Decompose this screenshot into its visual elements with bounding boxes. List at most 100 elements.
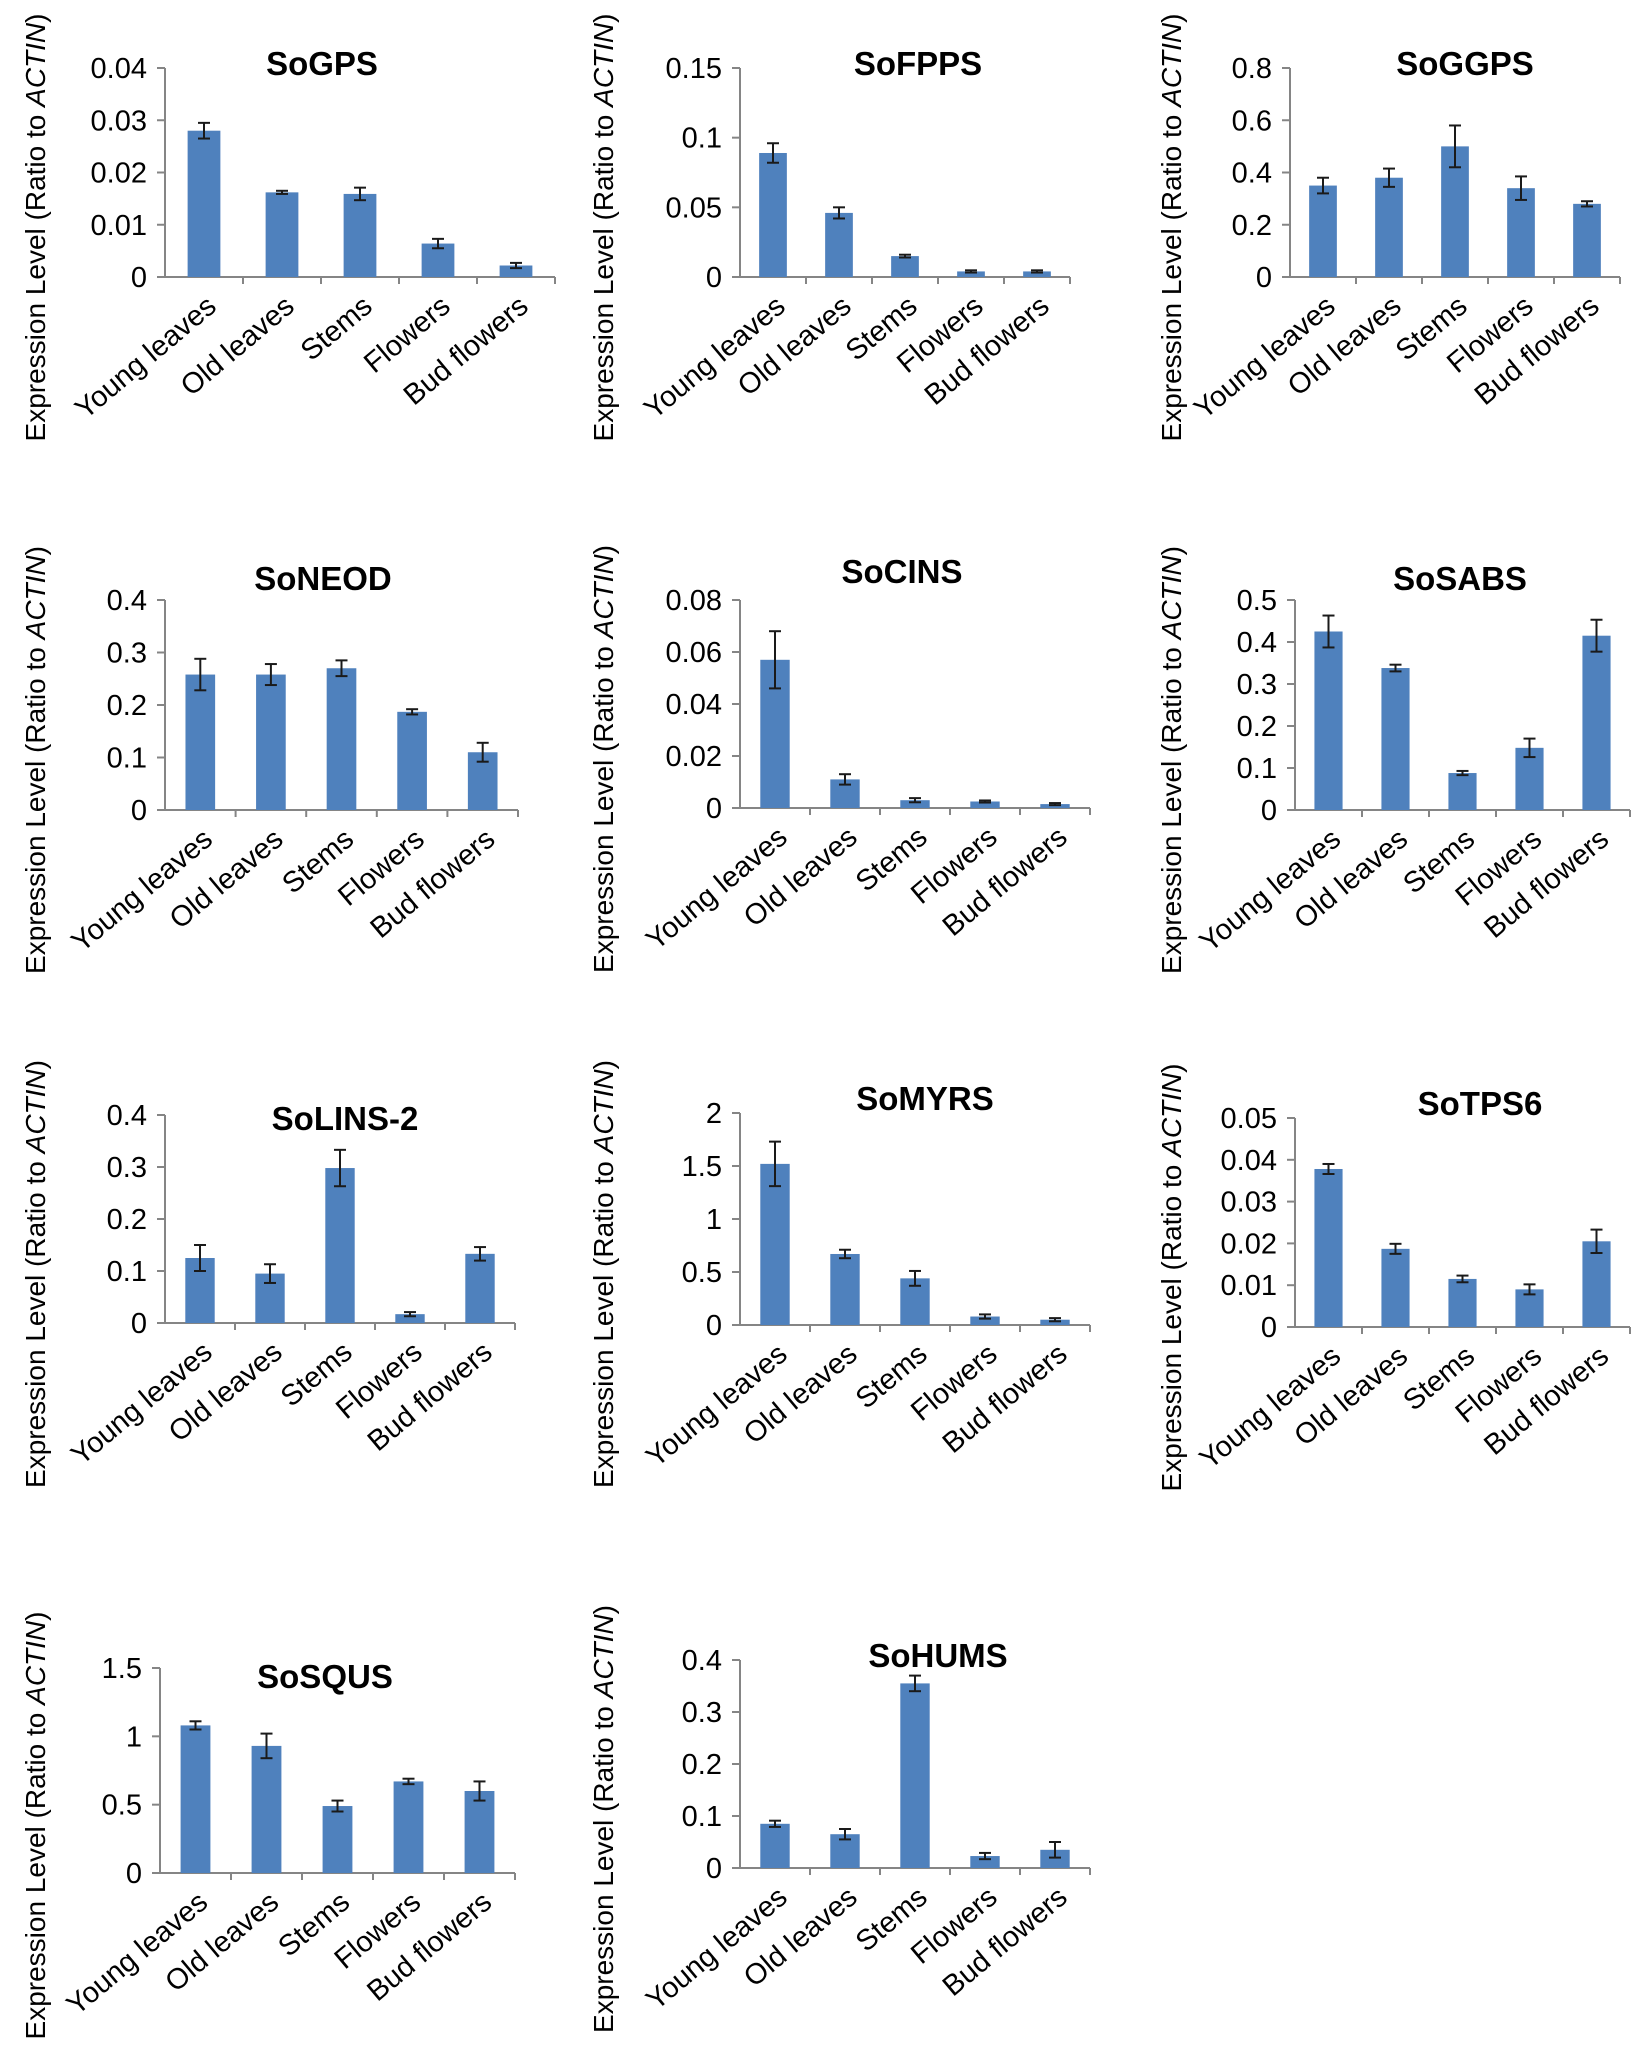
- bar-bud-flowers: [1023, 271, 1051, 277]
- y-axis-label: Expression Level (Ratio to ACTIN): [1156, 1064, 1187, 1492]
- chart-panel-soggps: SoGGPS Expression Level (Ratio to ACTIN) 0…: [1156, 14, 1621, 442]
- y-tick-label: 0.3: [1237, 669, 1277, 701]
- y-tick-label: 0: [126, 1858, 142, 1890]
- chart-panel-sosqus: SoSQUS Expression Level (Ratio to ACTIN) 0…: [20, 1612, 516, 2039]
- bar-young-leaves: [760, 1163, 790, 1325]
- bar-bud-flowers: [464, 1791, 495, 1873]
- y-tick-label: 0.4: [107, 1100, 147, 1132]
- bar-stems: [891, 256, 919, 277]
- y-tick-label: 0: [131, 795, 147, 827]
- y-axis-label-prefix: Expression Level (Ratio to: [588, 638, 619, 973]
- y-tick-label: 0.01: [1221, 1270, 1277, 1302]
- y-tick-label: 0.05: [666, 192, 722, 224]
- y-axis-label: Expression Level (Ratio to ACTIN): [1156, 14, 1187, 442]
- bar-stems: [900, 800, 930, 808]
- y-tick-label: 0.04: [1221, 1145, 1277, 1177]
- y-tick-label: 0.01: [91, 210, 147, 242]
- chart-title: SoCINS: [841, 553, 962, 590]
- y-axis-label-gene: ACTIN: [588, 1069, 619, 1156]
- bar-old-leaves: [1381, 668, 1410, 810]
- chart-panel-sohums: SoHUMS Expression Level (Ratio to ACTIN) 0…: [588, 1605, 1091, 2033]
- bar-stems: [343, 193, 377, 277]
- y-tick-label: 0: [706, 1310, 722, 1342]
- y-axis-label-prefix: Expression Level (Ratio to: [1156, 1157, 1187, 1492]
- chart-title: SoHUMS: [868, 1637, 1007, 1674]
- y-tick-label: 0.2: [1237, 711, 1277, 743]
- chart-panel-sotps6: SoTPS6 Expression Level (Ratio to ACTIN) 0…: [1156, 1064, 1631, 1492]
- y-axis-label-gene: ACTIN: [588, 22, 619, 109]
- bar-young-leaves: [180, 1725, 211, 1873]
- y-tick-label: 1: [706, 1204, 722, 1236]
- y-axis-label-gene: ACTIN: [20, 22, 51, 109]
- chart-panel-solins-2: SoLINS-2 Expression Level (Ratio to ACTIN…: [20, 1060, 516, 1488]
- chart-title: SoMYRS: [856, 1080, 994, 1117]
- y-axis-label-gene: ACTIN: [20, 1069, 51, 1156]
- y-tick-label: 0: [1261, 1312, 1277, 1344]
- bar-old-leaves: [830, 1253, 860, 1325]
- bar-bud-flowers: [1040, 1319, 1070, 1325]
- y-tick-label: 0.1: [107, 743, 147, 775]
- y-tick-label: 0.03: [91, 105, 147, 137]
- y-tick-label: 0.3: [107, 1152, 147, 1184]
- bar-old-leaves: [1381, 1248, 1410, 1327]
- y-tick-label: 0: [131, 262, 147, 294]
- y-axis-label: Expression Level (Ratio to ACTIN): [588, 1060, 619, 1488]
- y-axis-label-suffix: ): [20, 1060, 51, 1069]
- bar-stems: [1448, 1278, 1477, 1327]
- y-axis-label-gene: ACTIN: [20, 1620, 51, 1707]
- y-axis-label-suffix: ): [20, 1612, 51, 1621]
- y-axis-label-prefix: Expression Level (Ratio to: [20, 639, 51, 974]
- chart-panel-sosabs: SoSABS Expression Level (Ratio to ACTIN) 0…: [1156, 546, 1631, 974]
- chart-panel-sofpps: SoFPPS Expression Level (Ratio to ACTIN) 0…: [588, 14, 1071, 442]
- y-axis-label: Expression Level (Ratio to ACTIN): [588, 545, 619, 973]
- bar-young-leaves: [187, 130, 221, 277]
- bar-stems: [1448, 773, 1477, 810]
- y-tick-label: 0.05: [1221, 1103, 1277, 1135]
- y-axis-label-suffix: ): [1156, 14, 1187, 23]
- y-axis-label-gene: ACTIN: [1156, 555, 1187, 642]
- y-tick-label: 0.1: [682, 1801, 722, 1833]
- bar-young-leaves: [760, 1823, 790, 1868]
- bar-flowers: [395, 1314, 425, 1323]
- y-tick-label: 0.1: [107, 1256, 147, 1288]
- y-axis-label-gene: ACTIN: [1156, 22, 1187, 109]
- bar-bud-flowers: [1040, 1849, 1070, 1868]
- bar-young-leaves: [1314, 1168, 1343, 1327]
- y-tick-label: 0.03: [1221, 1187, 1277, 1219]
- y-tick-label: 0.04: [666, 689, 722, 721]
- bar-stems: [326, 668, 357, 810]
- y-axis-label: Expression Level (Ratio to ACTIN): [20, 1060, 51, 1488]
- y-axis-label-prefix: Expression Level (Ratio to: [588, 107, 619, 442]
- y-axis-label-prefix: Expression Level (Ratio to: [588, 1153, 619, 1488]
- chart-panel-somyrs: SoMYRS Expression Level (Ratio to ACTIN) 0…: [588, 1060, 1091, 1488]
- bar-flowers: [970, 801, 1000, 808]
- y-axis-label-suffix: ): [588, 14, 619, 23]
- y-tick-label: 0.1: [682, 123, 722, 155]
- y-tick-label: 0.4: [107, 585, 147, 617]
- y-tick-label: 0.3: [682, 1697, 722, 1729]
- bar-old-leaves: [265, 192, 299, 277]
- y-axis-label-suffix: ): [20, 14, 51, 23]
- y-axis-label-gene: ACTIN: [588, 1614, 619, 1701]
- y-tick-label: 0.1: [1237, 753, 1277, 785]
- y-axis-label-suffix: ): [588, 545, 619, 554]
- y-axis-label: Expression Level (Ratio to ACTIN): [588, 1605, 619, 2033]
- y-tick-label: 0.15: [666, 53, 722, 85]
- y-tick-label: 0: [706, 1853, 722, 1885]
- chart-title: SoTPS6: [1418, 1085, 1543, 1122]
- bar-bud-flowers: [1582, 635, 1611, 810]
- y-axis-label-prefix: Expression Level (Ratio to: [588, 1698, 619, 2033]
- bar-flowers: [397, 711, 427, 810]
- bar-flowers: [957, 271, 985, 277]
- y-axis-label: Expression Level (Ratio to ACTIN): [588, 14, 619, 442]
- y-tick-label: 0.02: [1221, 1228, 1277, 1260]
- y-tick-label: 0.5: [102, 1790, 142, 1822]
- y-tick-label: 2: [706, 1098, 722, 1130]
- chart-title: SoSQUS: [257, 1658, 393, 1695]
- y-axis-label-gene: ACTIN: [20, 555, 51, 642]
- bar-flowers: [1515, 747, 1544, 810]
- bar-stems: [322, 1806, 353, 1873]
- chart-title: SoFPPS: [854, 45, 982, 82]
- bar-old-leaves: [825, 212, 853, 277]
- y-axis-label: Expression Level (Ratio to ACTIN): [20, 14, 51, 442]
